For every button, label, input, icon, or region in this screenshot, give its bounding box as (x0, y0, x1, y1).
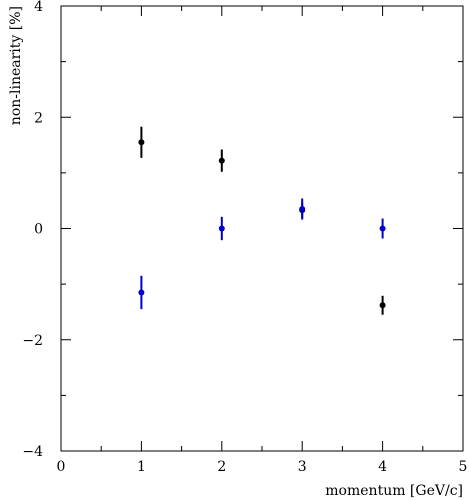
series-2 (138, 198, 386, 310)
x-tick-label: 1 (137, 459, 146, 475)
x-tick-label: 3 (298, 459, 307, 475)
x-tick-label: 0 (57, 459, 66, 475)
data-point (299, 206, 306, 213)
y-tick-label: −4 (22, 444, 43, 460)
data-point (138, 289, 145, 296)
x-axis-ticks (60, 6, 464, 451)
data-point (138, 139, 145, 146)
data-point (379, 302, 386, 309)
data-series (138, 126, 386, 315)
y-axis-title: non-linearity [%] (8, 6, 24, 125)
y-tick-label: 4 (34, 0, 43, 15)
x-tick-label: 2 (217, 459, 226, 475)
y-axis-ticks (61, 5, 463, 452)
y-tick-label: 0 (34, 222, 43, 238)
y-axis-tick-labels: −4 −2 0 2 4 (22, 0, 43, 460)
data-point (379, 225, 386, 232)
x-tick-label: 5 (459, 459, 468, 475)
x-axis-tick-labels: 0 1 2 3 4 5 (57, 459, 468, 475)
x-tick-label: 4 (378, 459, 387, 475)
plot-frame (60, 5, 464, 452)
data-point (218, 157, 225, 164)
y-tick-label: 2 (34, 110, 43, 126)
y-tick-label: −2 (22, 333, 43, 349)
series-1 (138, 126, 386, 315)
data-point (218, 225, 225, 232)
x-axis-title: momentum [GeV/c] (325, 483, 463, 499)
